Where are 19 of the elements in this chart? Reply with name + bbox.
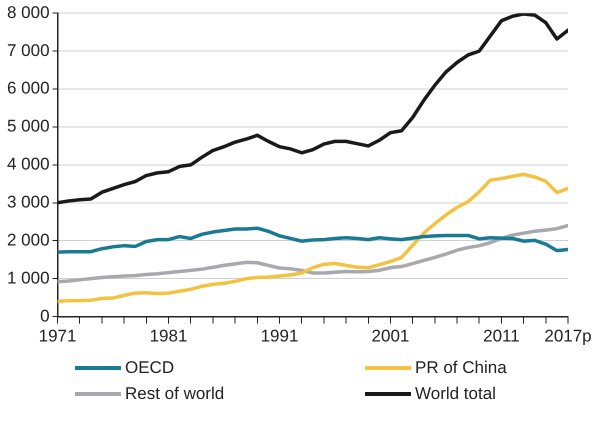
legend-label: OECD <box>125 358 174 378</box>
y-tick-label: 8 000 <box>6 2 50 22</box>
x-tick-label: 1991 <box>260 326 298 346</box>
y-tick-label: 7 000 <box>6 40 50 60</box>
y-tick-label: 3 000 <box>6 192 50 212</box>
y-tick-label: 5 000 <box>6 116 50 136</box>
x-tick-label: 2017p <box>544 326 592 346</box>
y-tick-label: 4 000 <box>6 154 50 174</box>
legend-label: World total <box>415 384 496 404</box>
x-tick-label: 2001 <box>372 326 410 346</box>
legend-label: PR of China <box>415 358 507 378</box>
y-tick-label: 6 000 <box>6 78 50 98</box>
y-tick-label: 1 000 <box>6 268 50 288</box>
y-tick-label: 0 <box>40 306 50 326</box>
x-tick-label: 1971 <box>38 326 76 346</box>
y-tick-label: 2 000 <box>6 230 50 250</box>
x-tick-label: 1981 <box>150 326 188 346</box>
legend-label: Rest of world <box>125 384 224 404</box>
x-tick-label: 2011 <box>483 326 520 346</box>
